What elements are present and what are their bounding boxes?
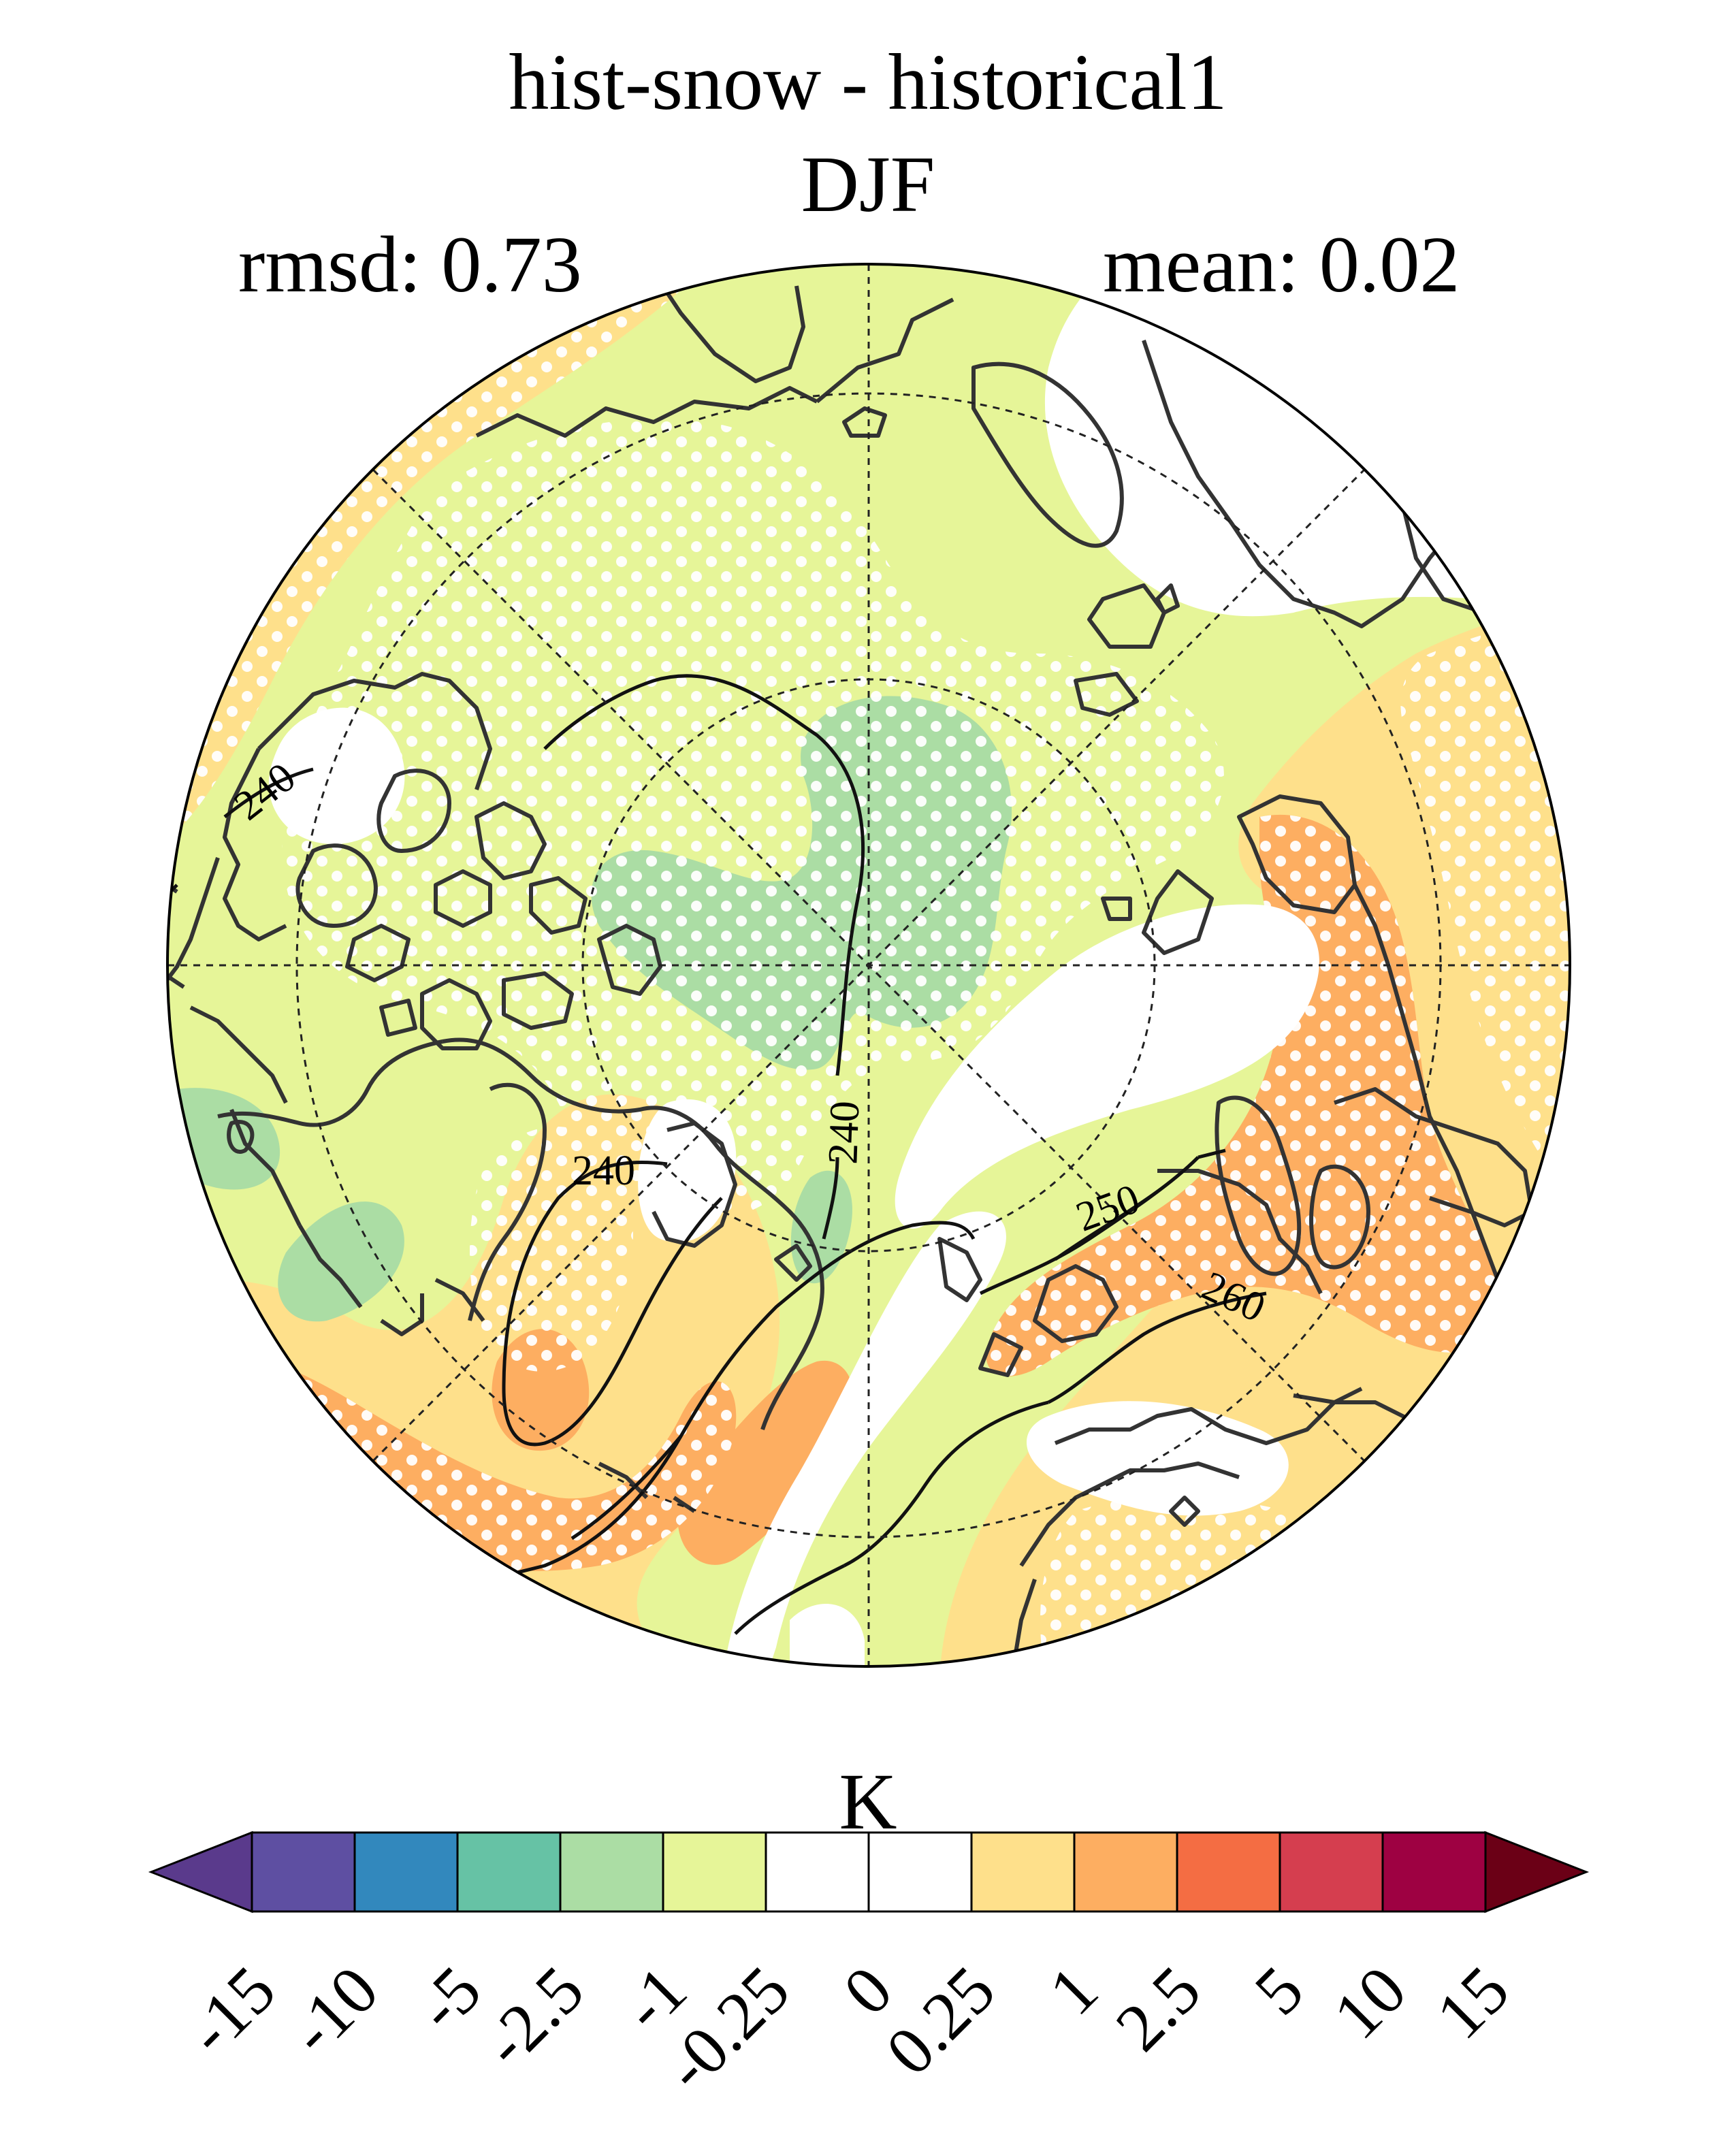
colorbar-segment	[251, 1831, 356, 1913]
colorbar-segment	[353, 1831, 459, 1913]
colorbar-tick-label: -10	[275, 1952, 393, 2069]
colorbar-segment	[1381, 1831, 1487, 1913]
colorbar-segment	[970, 1831, 1076, 1913]
colorbar-segment	[559, 1831, 664, 1913]
colorbar-tick-label: 2.5	[1102, 1952, 1215, 2065]
colorbar-segment	[765, 1831, 870, 1913]
colorbar-tick-label: 1	[1035, 1952, 1112, 2029]
colorbar-tick-label: -2.5	[468, 1952, 598, 2081]
colorbar-segment	[1176, 1831, 1281, 1913]
colorbar-ticks: -15-10 -5-2.5 -1-0.25 00.25 12.5 5 10 15	[172, 1952, 1524, 2105]
colorbar-units: K	[839, 1757, 897, 1846]
colorbar-over-triangle	[1484, 1830, 1590, 1914]
colorbar	[148, 1830, 1590, 1914]
field-neutral-south-strip	[790, 1604, 865, 1666]
colorbar-tick-label: 10	[1319, 1952, 1420, 2053]
coastlines	[167, 271, 1568, 1662]
mean-label: mean: 0.02	[1103, 220, 1460, 309]
colorbar-tick-label: 15	[1421, 1952, 1523, 2053]
rmsd-label: rmsd: 0.73	[238, 220, 582, 309]
field-neutral-upper-right	[1044, 264, 1570, 617]
field-neutral-pacific	[722, 1211, 1006, 1666]
map-title: hist-snow - historical1	[509, 37, 1227, 127]
colorbar-tick-label: -15	[172, 1952, 290, 2069]
field-neutral-atlantic	[895, 904, 1319, 1229]
colorbar-tick-label: 5	[1240, 1952, 1318, 2029]
colorbar-segment	[662, 1831, 767, 1913]
colorbar-tick-label: -0.25	[650, 1952, 804, 2105]
colorbar-segment	[456, 1831, 562, 1913]
colorbar-segment	[867, 1831, 973, 1913]
contour-label-240-central: 240	[820, 1100, 868, 1165]
field-cold-bay	[790, 1170, 852, 1284]
season-label: DJF	[801, 140, 935, 229]
field-warm-pacific	[677, 1360, 854, 1565]
colorbar-segment	[1279, 1831, 1384, 1913]
colorbar-segment	[1073, 1831, 1178, 1913]
field-cold-southwest	[278, 1201, 404, 1322]
contour-label-240-south: 240	[572, 1148, 635, 1194]
colorbar-under-triangle	[148, 1830, 253, 1914]
graticule	[167, 264, 1570, 1666]
colorbar-tick-label: 0.25	[871, 1952, 1009, 2089]
map-boundary	[166, 263, 1571, 1668]
